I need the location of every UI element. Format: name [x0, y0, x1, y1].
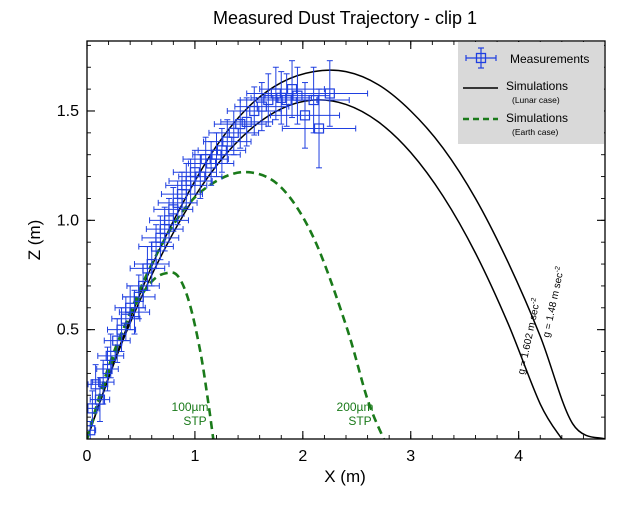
x-axis-label: X (m)	[324, 467, 366, 486]
measurement-marker	[308, 94, 319, 106]
y-axis-label: Z (m)	[25, 220, 44, 261]
measurement-marker	[276, 92, 287, 103]
legend-sub-lunar: (Lunar case)	[512, 95, 560, 105]
measurement-marker	[195, 171, 206, 182]
measurement-marker	[324, 88, 335, 99]
legend-label-lunar: Simulations	[506, 79, 568, 93]
legend-measurement-marker	[475, 52, 487, 64]
measurement-point	[197, 127, 247, 173]
legend-background	[458, 42, 604, 144]
annotation-earth-1-stp: STP	[183, 414, 206, 428]
measurement-point	[153, 187, 194, 232]
measurement-point	[203, 119, 252, 164]
measurement-point	[97, 333, 125, 379]
measurement-marker	[87, 403, 98, 414]
measurement-marker	[206, 158, 217, 169]
x-tick-label: 3	[406, 448, 415, 465]
legend-sub-earth: (Earth case)	[512, 127, 558, 137]
measurement-marker	[228, 127, 239, 138]
annotation-earth-2-size: 200µm	[337, 400, 374, 414]
measurement-marker	[222, 136, 233, 147]
series-line-4	[87, 170, 385, 439]
x-tick-label: 1	[190, 448, 199, 465]
measurement-marker	[94, 394, 106, 405]
x-tick-label: 4	[514, 448, 523, 465]
measurement-point	[277, 66, 350, 134]
annotation-lunar-1-exp: -2	[554, 266, 562, 274]
measurement-marker	[241, 116, 252, 128]
measurement-marker	[105, 350, 116, 362]
legend-label-earth: Simulations	[506, 111, 568, 125]
measurement-marker	[235, 118, 246, 130]
annotation-lunar-2-exp: -2	[530, 297, 538, 305]
measurement-point	[96, 346, 119, 392]
y-tick-label: 1.0	[57, 212, 79, 229]
legend: Measurements Simulations (Lunar case) Si…	[458, 42, 604, 144]
measurement-marker	[102, 363, 113, 375]
measurement-point	[87, 390, 100, 427]
annotation-earth-2-stp: STP	[348, 414, 371, 428]
x-tick-label: 0	[83, 448, 92, 465]
measurement-point	[291, 60, 369, 127]
measurement-point	[220, 97, 274, 147]
y-tick-label: 1.5	[57, 103, 79, 120]
measurement-marker	[256, 101, 267, 112]
measurement-marker	[216, 145, 227, 156]
measurement-point	[281, 88, 357, 169]
x-tick-label: 2	[298, 448, 307, 465]
measurement-marker	[313, 123, 325, 134]
series-line-3	[87, 271, 215, 439]
chart-marks	[87, 60, 605, 439]
legend-label-measurements: Measurements	[510, 52, 589, 66]
annotation-earth-1-size: 100µm	[172, 400, 209, 414]
measurement-marker	[299, 110, 311, 121]
measurement-point	[187, 141, 235, 186]
chart-title: Measured Dust Trajectory - clip 1	[213, 8, 477, 28]
y-tick-label: 0.5	[57, 322, 79, 339]
